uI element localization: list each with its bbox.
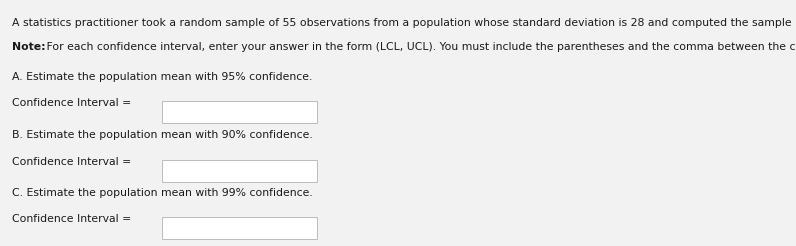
- Text: A. Estimate the population mean with 95% confidence.: A. Estimate the population mean with 95%…: [12, 72, 312, 82]
- Text: A statistics practitioner took a random sample of 55 observations from a populat: A statistics practitioner took a random …: [12, 18, 796, 28]
- Text: Confidence Interval =: Confidence Interval =: [12, 214, 131, 224]
- Text: B. Estimate the population mean with 90% confidence.: B. Estimate the population mean with 90%…: [12, 130, 313, 140]
- Text: C. Estimate the population mean with 99% confidence.: C. Estimate the population mean with 99%…: [12, 188, 313, 198]
- FancyBboxPatch shape: [162, 217, 317, 239]
- Text: Note:: Note:: [12, 42, 45, 52]
- Text: For each confidence interval, enter your answer in the form (LCL, UCL). You must: For each confidence interval, enter your…: [43, 42, 796, 52]
- FancyBboxPatch shape: [162, 160, 317, 182]
- FancyBboxPatch shape: [162, 101, 317, 123]
- Text: Confidence Interval =: Confidence Interval =: [12, 157, 131, 167]
- Text: Confidence Interval =: Confidence Interval =: [12, 98, 131, 108]
